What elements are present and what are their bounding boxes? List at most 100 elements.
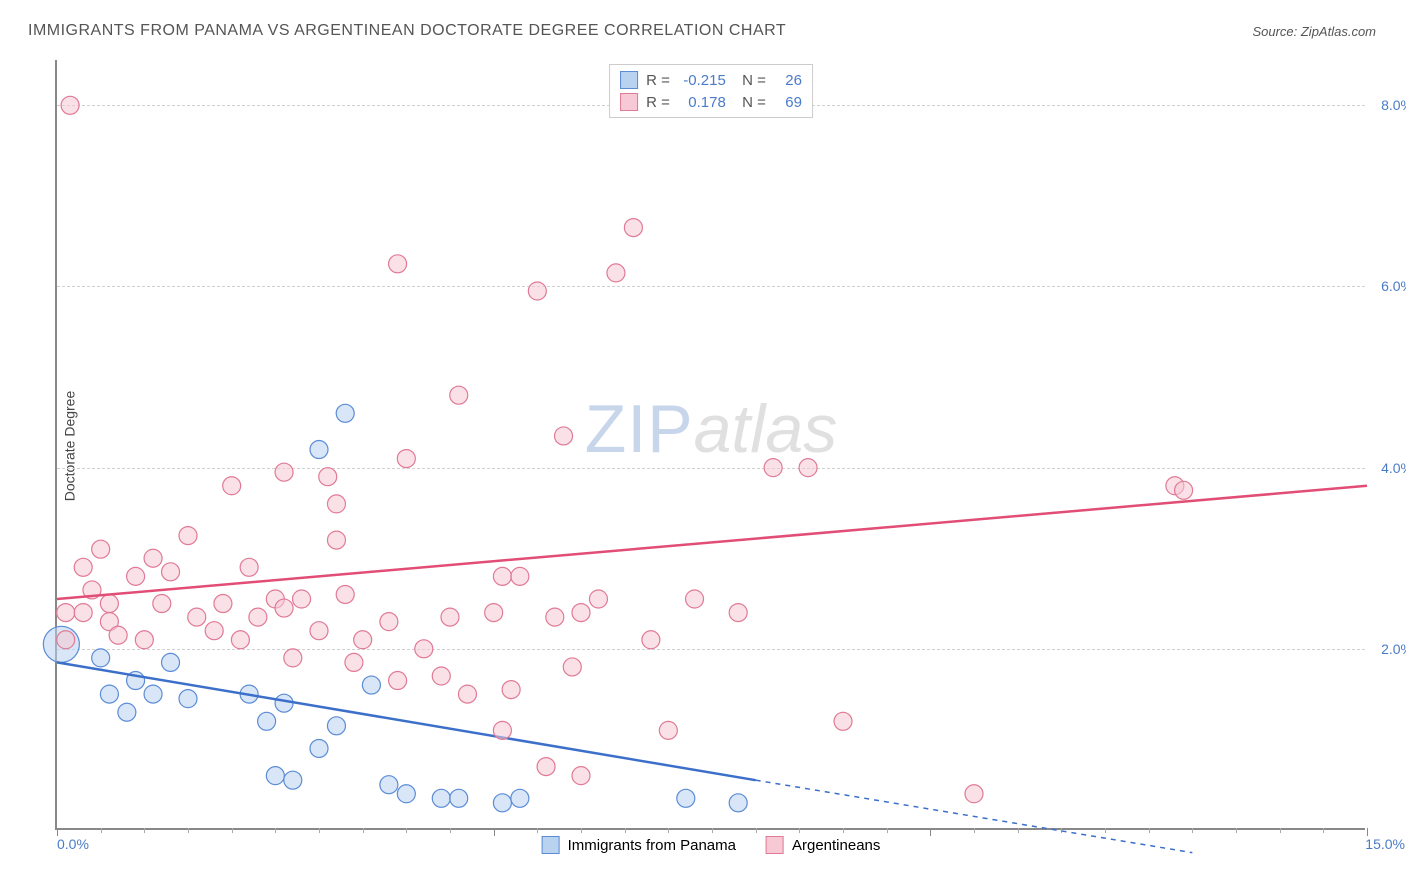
data-point-argentina [624, 219, 642, 237]
data-point-argentina [135, 631, 153, 649]
x-minor-tick [712, 828, 713, 833]
data-point-argentina [319, 468, 337, 486]
data-point-argentina [179, 527, 197, 545]
legend-n-value-panama: 26 [774, 72, 802, 89]
x-minor-tick [1105, 828, 1106, 833]
x-minor-tick [887, 828, 888, 833]
data-point-argentina [57, 604, 75, 622]
data-point-panama [729, 794, 747, 812]
x-minor-tick [275, 828, 276, 833]
data-point-argentina [729, 604, 747, 622]
data-point-argentina [162, 563, 180, 581]
data-point-argentina [686, 590, 704, 608]
x-major-tick [494, 828, 495, 836]
data-point-argentina [153, 595, 171, 613]
x-tick-label-max: 15.0% [1365, 836, 1405, 852]
data-point-argentina [100, 595, 118, 613]
data-point-argentina [293, 590, 311, 608]
data-point-argentina [336, 585, 354, 603]
x-minor-tick [1236, 828, 1237, 833]
x-minor-tick [101, 828, 102, 833]
legend-r-label: R = [646, 94, 670, 111]
data-point-argentina [965, 785, 983, 803]
data-point-panama [327, 717, 345, 735]
data-point-panama [310, 441, 328, 459]
legend-n-label: N = [734, 94, 766, 111]
x-minor-tick [450, 828, 451, 833]
data-point-argentina [764, 459, 782, 477]
data-point-panama [336, 404, 354, 422]
x-minor-tick [1018, 828, 1019, 833]
data-point-argentina [441, 608, 459, 626]
data-point-argentina [546, 608, 564, 626]
legend-swatch-panama [620, 71, 638, 89]
data-point-argentina [310, 622, 328, 640]
legend-r-value-argentina: 0.178 [678, 94, 726, 111]
data-point-argentina [354, 631, 372, 649]
legend-item-argentina: Argentineans [766, 836, 880, 854]
series-legend: Immigrants from Panama Argentineans [542, 836, 881, 854]
data-point-argentina [572, 604, 590, 622]
data-point-argentina [231, 631, 249, 649]
data-point-panama [92, 649, 110, 667]
data-point-panama [118, 703, 136, 721]
data-point-argentina [397, 450, 415, 468]
y-tick-label: 4.0% [1381, 460, 1406, 476]
legend-row-argentina: R = 0.178 N = 69 [620, 91, 802, 113]
data-point-argentina [144, 549, 162, 567]
x-major-tick [930, 828, 931, 836]
data-point-argentina [537, 758, 555, 776]
data-point-argentina [275, 463, 293, 481]
data-point-panama [258, 712, 276, 730]
legend-label-panama: Immigrants from Panama [568, 837, 736, 854]
data-point-argentina [345, 653, 363, 671]
data-point-argentina [493, 721, 511, 739]
legend-n-value-argentina: 69 [774, 94, 802, 111]
data-point-panama [284, 771, 302, 789]
data-point-argentina [589, 590, 607, 608]
x-minor-tick [144, 828, 145, 833]
data-point-argentina [563, 658, 581, 676]
data-point-argentina [127, 567, 145, 585]
data-point-argentina [642, 631, 660, 649]
legend-row-panama: R = -0.215 N = 26 [620, 69, 802, 91]
data-point-argentina [389, 672, 407, 690]
legend-swatch-argentina [620, 93, 638, 111]
correlation-legend: R = -0.215 N = 26 R = 0.178 N = 69 [609, 64, 813, 118]
data-point-argentina [188, 608, 206, 626]
x-minor-tick [581, 828, 582, 833]
data-point-argentina [57, 631, 75, 649]
x-minor-tick [1323, 828, 1324, 833]
legend-item-panama: Immigrants from Panama [542, 836, 736, 854]
legend-swatch-argentina-bottom [766, 836, 784, 854]
x-minor-tick [843, 828, 844, 833]
data-point-argentina [415, 640, 433, 658]
x-minor-tick [974, 828, 975, 833]
data-point-argentina [511, 567, 529, 585]
source-attribution: Source: ZipAtlas.com [1252, 24, 1376, 39]
x-minor-tick [1149, 828, 1150, 833]
x-minor-tick [232, 828, 233, 833]
data-point-argentina [327, 495, 345, 513]
data-point-argentina [607, 264, 625, 282]
legend-swatch-panama-bottom [542, 836, 560, 854]
legend-r-value-panama: -0.215 [678, 72, 726, 89]
data-point-argentina [555, 427, 573, 445]
data-point-argentina [92, 540, 110, 558]
x-minor-tick [799, 828, 800, 833]
data-point-argentina [223, 477, 241, 495]
data-point-argentina [450, 386, 468, 404]
data-point-argentina [74, 604, 92, 622]
scatter-svg [57, 60, 1365, 828]
x-major-tick [1367, 828, 1368, 836]
data-point-argentina [799, 459, 817, 477]
data-point-argentina [659, 721, 677, 739]
data-point-argentina [493, 567, 511, 585]
data-point-panama [677, 789, 695, 807]
x-major-tick [57, 828, 58, 836]
x-minor-tick [1280, 828, 1281, 833]
plot-area: ZIPatlas 2.0%4.0%6.0%8.0% 0.0% 15.0% R =… [55, 60, 1365, 830]
data-point-panama [450, 789, 468, 807]
data-point-argentina [834, 712, 852, 730]
legend-label-argentina: Argentineans [792, 837, 880, 854]
